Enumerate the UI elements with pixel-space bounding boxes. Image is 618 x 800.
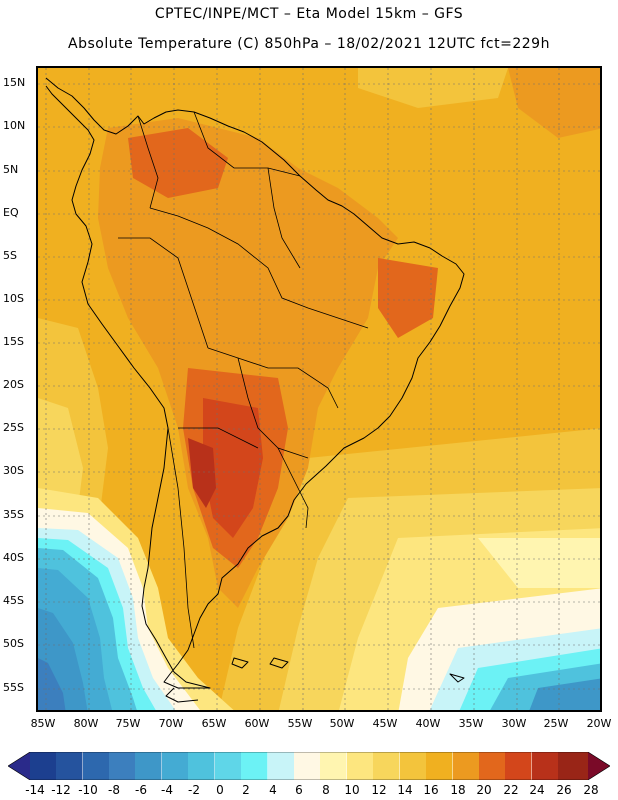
colorbar-swatch xyxy=(453,752,480,780)
colorbar-label: -6 xyxy=(135,783,147,797)
lon-label: 35W xyxy=(458,717,484,730)
temperature-map[interactable] xyxy=(36,66,602,712)
lon-label: 65W xyxy=(201,717,227,730)
colorbar-swatch xyxy=(162,752,189,780)
lat-label: 15S xyxy=(3,335,24,348)
lat-label: 30S xyxy=(3,464,24,477)
lat-label: 35S xyxy=(3,508,24,521)
colorbar-label: 14 xyxy=(397,783,413,797)
colorbar-swatch xyxy=(347,752,374,780)
lon-label: 80W xyxy=(73,717,99,730)
colorbar-label: 20 xyxy=(476,783,492,797)
colorbar-label: 18 xyxy=(450,783,466,797)
colorbar-label: 0 xyxy=(216,783,224,797)
lat-label: 45S xyxy=(3,594,24,607)
colorbar-label: 22 xyxy=(503,783,519,797)
colorbar-swatch xyxy=(294,752,321,780)
field-atlantic-belt-8 xyxy=(529,678,600,710)
lat-label: 15N xyxy=(3,76,26,89)
graticule xyxy=(38,68,600,710)
lon-label: 20W xyxy=(586,717,612,730)
colorbar-label: 8 xyxy=(322,783,330,797)
field-warm-northeast xyxy=(508,68,600,138)
colorbar-swatch xyxy=(426,752,453,780)
lat-label: 10N xyxy=(3,119,26,132)
field-hot-northeast xyxy=(378,258,438,338)
lon-label: 30W xyxy=(501,717,527,730)
colorbar-swatch xyxy=(109,752,136,780)
field-sw-belt-8 xyxy=(38,658,66,710)
colorbar-swatch xyxy=(188,752,215,780)
colorbar-label: -4 xyxy=(161,783,173,797)
field-band-north xyxy=(358,68,508,108)
colorbar-label: -2 xyxy=(188,783,200,797)
lon-label: 40W xyxy=(415,717,441,730)
lat-label: 40S xyxy=(3,551,24,564)
lat-label: EQ xyxy=(3,206,19,219)
colorbar-swatch xyxy=(558,752,588,780)
colorbar-swatch xyxy=(532,752,559,780)
colorbar-swatch xyxy=(241,752,268,780)
lat-label: 20S xyxy=(3,378,24,391)
lon-label: 25W xyxy=(543,717,569,730)
lon-label: 50W xyxy=(329,717,355,730)
temperature-colorbar xyxy=(8,752,610,780)
field-hot-zone-2 xyxy=(203,398,263,538)
colorbar-label: -12 xyxy=(51,783,71,797)
lon-label: 45W xyxy=(372,717,398,730)
colorbar-label: 16 xyxy=(423,783,439,797)
lat-label: 10S xyxy=(3,292,24,305)
colorbar-label: 24 xyxy=(529,783,545,797)
lon-label: 60W xyxy=(244,717,270,730)
colorbar-label: 6 xyxy=(295,783,303,797)
map-canvas xyxy=(38,68,600,710)
field-hot-north xyxy=(128,128,228,198)
map-subtitle: Absolute Temperature (C) 850hPa – 18/02/… xyxy=(68,36,550,52)
colorbar-swatch xyxy=(215,752,242,780)
colorbar-end-low xyxy=(8,752,30,780)
colorbar-label: 2 xyxy=(242,783,250,797)
colorbar-label: -14 xyxy=(25,783,45,797)
colorbar-swatch xyxy=(505,752,532,780)
colorbar-swatch xyxy=(373,752,400,780)
colorbar-swatch xyxy=(479,752,506,780)
lon-label: 75W xyxy=(115,717,141,730)
colorbar-swatch xyxy=(268,752,295,780)
colorbar-swatch xyxy=(30,752,57,780)
colorbar-label: 12 xyxy=(371,783,387,797)
colorbar-swatch xyxy=(400,752,427,780)
field-pacific-band-inner xyxy=(38,398,83,518)
lat-label: 5S xyxy=(3,249,17,262)
lat-label: 25S xyxy=(3,421,24,434)
country-borders xyxy=(118,111,369,649)
coastlines xyxy=(45,77,465,703)
lon-label: 70W xyxy=(158,717,184,730)
field-continent-core xyxy=(98,118,398,608)
lon-label: 55W xyxy=(287,717,313,730)
colorbar-label: -10 xyxy=(78,783,98,797)
lat-label: 55S xyxy=(3,681,24,694)
colorbar-swatch xyxy=(56,752,83,780)
colorbar-label: 10 xyxy=(344,783,360,797)
lat-label: 50S xyxy=(3,637,24,650)
colorbar-label: 4 xyxy=(269,783,277,797)
colorbar-swatch xyxy=(83,752,110,780)
field-hot-zone-3 xyxy=(188,438,216,508)
colorbar-label: 28 xyxy=(583,783,599,797)
colorbar-end-high xyxy=(588,752,610,780)
lat-label: 5N xyxy=(3,163,19,176)
map-title: CPTEC/INPE/MCT – Eta Model 15km – GFS xyxy=(154,6,464,22)
colorbar-label: -8 xyxy=(108,783,120,797)
lon-label: 85W xyxy=(30,717,56,730)
colorbar-swatch xyxy=(320,752,347,780)
field-atlantic-patch xyxy=(478,538,600,588)
colorbar-swatch xyxy=(135,752,162,780)
colorbar-label: 26 xyxy=(556,783,572,797)
